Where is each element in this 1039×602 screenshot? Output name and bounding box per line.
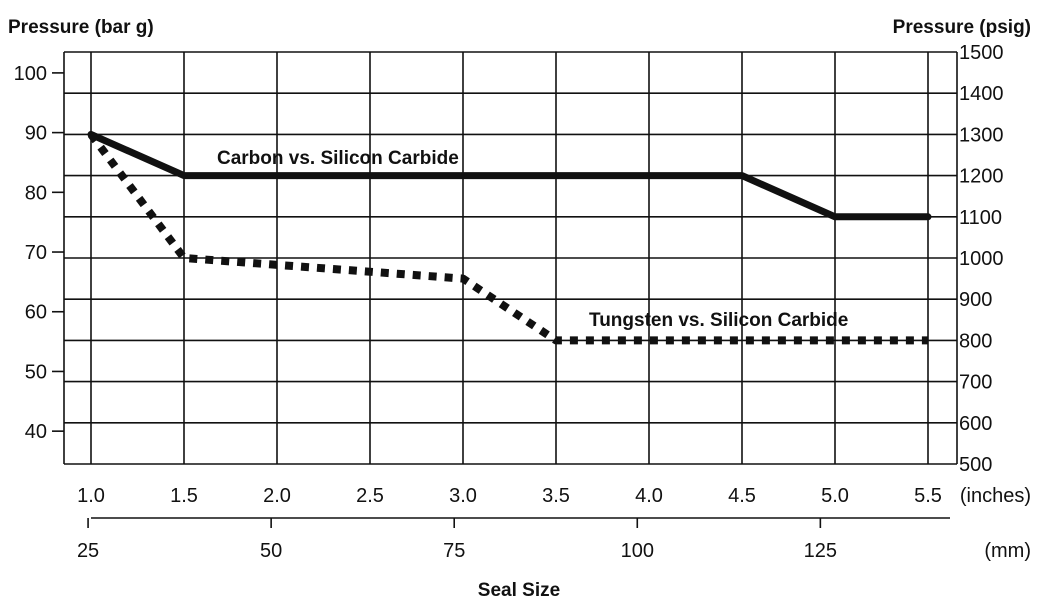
right-axis-tick-label: 800	[959, 330, 992, 352]
left-axis-tick-label: 80	[25, 182, 47, 204]
right-axis-tick-label: 1500	[959, 42, 1004, 64]
x-axis-inches-tick-label: 5.5	[914, 485, 942, 507]
left-axis-tick-label: 40	[25, 421, 47, 443]
x-axis-mm-tick-label: 50	[260, 540, 282, 562]
right-axis-tick-label: 700	[959, 372, 992, 394]
series-layer: Carbon vs. Silicon Carbide Tungsten vs. S…	[87, 130, 932, 345]
left-axis-tick-label: 60	[25, 302, 47, 324]
x-axis-inches-tick-label: 4.5	[728, 485, 756, 507]
x-axis-inches-tick-label: 5.0	[821, 485, 849, 507]
left-axis-tick-label: 50	[25, 361, 47, 383]
right-axis-tick-label: 1100	[959, 207, 1002, 229]
right-axis-tick-label: 1000	[959, 248, 1004, 270]
x-axis-mm-tick-label: 25	[77, 540, 99, 562]
right-axis-tick-label: 1300	[959, 124, 1004, 146]
x-axis-mm-unit: (mm)	[984, 540, 1031, 562]
left-axis-ticks: 40 50 60 70 80 90 100	[14, 63, 64, 443]
x-axis-inches-tick-label: 1.5	[170, 485, 198, 507]
bottom-axes: 1.0 1.5 2.0 2.5 3.0 3.5 4.0 4.5 5.0 5.5 25 50 75 100 1…	[77, 485, 950, 562]
x-axis-mm-tick-label: 100	[621, 540, 654, 562]
x-axis-inches-tick-label: 3.0	[449, 485, 477, 507]
right-axis-tick-label: 1400	[959, 83, 1004, 105]
x-axis-inches-tick-label: 4.0	[635, 485, 663, 507]
series-line-carbon	[87, 130, 932, 221]
series-label-carbon: Carbon vs. Silicon Carbide	[217, 148, 459, 169]
left-axis-tick-label: 90	[25, 123, 47, 145]
x-axis-inches-tick-label: 3.5	[542, 485, 570, 507]
right-axis-tick-label: 900	[959, 289, 992, 311]
series-label-tungsten: Tungsten vs. Silicon Carbide	[589, 310, 848, 331]
right-axis-tick-label: 1200	[959, 166, 1004, 188]
left-axis-tick-label: 100	[14, 63, 47, 85]
x-axis-inches-tick-label: 2.0	[263, 485, 291, 507]
right-axis-tick-label: 500	[959, 454, 992, 476]
chart-grid	[63, 51, 958, 465]
x-axis-inches-tick-label: 1.0	[77, 485, 105, 507]
x-axis-title: Seal Size	[478, 580, 560, 601]
left-axis-title: Pressure (bar g)	[8, 17, 154, 38]
right-axis-title: Pressure (psig)	[893, 17, 1031, 38]
series-line-tungsten	[87, 131, 928, 345]
x-axis-mm-tick-label: 125	[804, 540, 837, 562]
left-axis-tick-label: 70	[25, 242, 47, 264]
right-axis-ticks: 500 600 700 800 900 1000 1100 1200 1300 1400 1500	[959, 42, 1004, 476]
x-axis-inches-unit: (inches)	[960, 485, 1031, 507]
x-axis-mm-tick-label: 75	[443, 540, 465, 562]
x-axis-inches-tick-label: 2.5	[356, 485, 384, 507]
right-axis-tick-label: 600	[959, 413, 992, 435]
